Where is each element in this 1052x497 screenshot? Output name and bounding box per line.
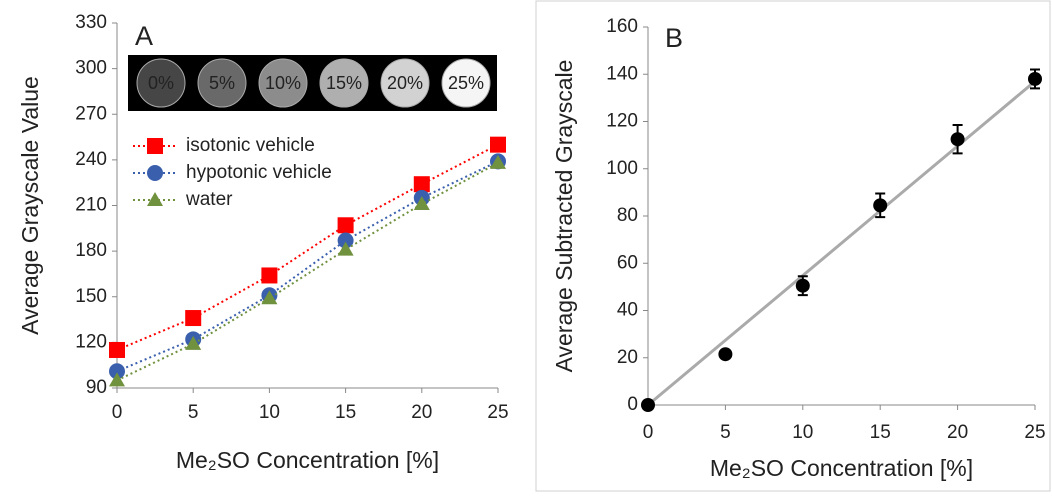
- y-tick-label: 270: [75, 103, 107, 124]
- page: {"chart_data": [ {"type": "line", "label…: [0, 0, 1052, 492]
- panel-label: B: [665, 23, 683, 53]
- y-tick-label: 80: [617, 205, 638, 226]
- x-tick-label: 15: [335, 402, 356, 423]
- x-tick-label: 20: [411, 402, 432, 423]
- legend-label: isotonic vehicle: [186, 135, 315, 156]
- y-tick-label: 0: [627, 394, 638, 415]
- point: [1028, 72, 1042, 86]
- y-tick-label: 330: [75, 12, 107, 33]
- x-tick-label: 10: [259, 402, 280, 423]
- trend-line: [648, 81, 1035, 405]
- point: [641, 398, 655, 412]
- marker: [109, 342, 125, 358]
- point: [796, 279, 810, 293]
- y-tick-label: 210: [75, 195, 107, 216]
- marker: [338, 217, 354, 233]
- marker: [147, 138, 163, 154]
- point: [873, 198, 887, 212]
- point: [951, 132, 965, 146]
- point: [718, 347, 732, 361]
- y-tick-label: 40: [617, 300, 638, 321]
- y-tick-label: 160: [606, 16, 638, 37]
- x-tick-label: 15: [870, 422, 891, 443]
- series-line: [117, 161, 498, 371]
- y-tick-label: 180: [75, 240, 107, 261]
- inset-label: 15%: [326, 73, 362, 93]
- x-tick-label: 25: [1024, 422, 1045, 443]
- marker: [147, 165, 163, 181]
- inset-label: 20%: [387, 73, 423, 93]
- inset-label: 0%: [148, 73, 174, 93]
- marker: [414, 176, 430, 192]
- chart: 901201501802102402703003300510152025Me₂S…: [0, 0, 1052, 492]
- y-tick-label: 120: [75, 331, 107, 352]
- y-tick-label: 60: [617, 252, 638, 273]
- y-tick-label: 90: [86, 377, 107, 398]
- marker: [490, 137, 506, 153]
- panel-label: A: [135, 21, 153, 51]
- y-tick-label: 100: [606, 158, 638, 179]
- inset-label: 5%: [209, 73, 235, 93]
- x-tick-label: 25: [487, 402, 508, 423]
- y-tick-label: 150: [75, 286, 107, 307]
- legend-label: hypotonic vehicle: [186, 162, 332, 183]
- y-tick-label: 300: [75, 58, 107, 79]
- marker: [185, 310, 201, 326]
- x-axis-label: Me₂SO Concentration [%]: [176, 447, 439, 473]
- inset-label: 10%: [265, 73, 301, 93]
- x-tick-label: 5: [188, 402, 199, 423]
- y-tick-label: 20: [617, 347, 638, 368]
- x-tick-label: 0: [112, 402, 123, 423]
- y-tick-label: 140: [606, 63, 638, 84]
- inset-label: 25%: [448, 73, 484, 93]
- y-axis-label: Average Subtracted Grayscale: [551, 60, 577, 373]
- x-tick-label: 10: [792, 422, 813, 443]
- x-tick-label: 5: [720, 422, 731, 443]
- marker: [261, 267, 277, 283]
- y-tick-label: 120: [606, 111, 638, 132]
- x-tick-label: 0: [643, 422, 654, 443]
- y-axis-label: Average Grayscale Value: [17, 76, 43, 335]
- legend-label: water: [185, 189, 233, 210]
- y-tick-label: 240: [75, 149, 107, 170]
- x-axis-label: Me₂SO Concentration [%]: [710, 455, 973, 481]
- x-tick-label: 20: [947, 422, 968, 443]
